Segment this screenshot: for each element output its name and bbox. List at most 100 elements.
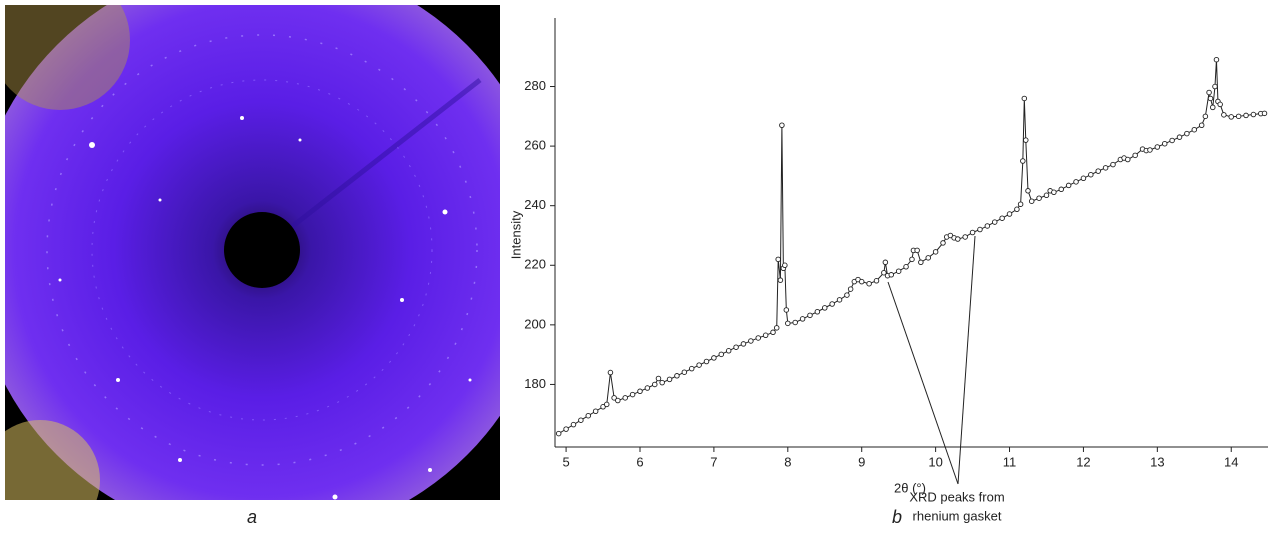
data-point (1147, 147, 1153, 153)
data-point (903, 264, 909, 270)
data-point (725, 348, 732, 354)
panel-label: a (247, 507, 257, 527)
data-point (1088, 171, 1094, 178)
data-point (1102, 165, 1109, 171)
data-point (1212, 83, 1218, 90)
data-point (1198, 122, 1205, 128)
data-point (1058, 186, 1065, 193)
data-point (847, 286, 854, 292)
data-point (836, 297, 843, 303)
data-point (755, 335, 761, 341)
y-tick-label: 280 (524, 78, 546, 93)
x-tick-label: 9 (858, 454, 865, 469)
data-point (1161, 140, 1168, 147)
data-point (622, 395, 628, 401)
data-point (1154, 144, 1161, 150)
data-point (659, 379, 665, 386)
data-point (592, 408, 599, 415)
data-point (578, 417, 584, 423)
data-point (999, 215, 1005, 221)
data-point (585, 412, 592, 419)
data-point (1235, 113, 1242, 120)
data-point (733, 344, 739, 350)
data-point (1210, 104, 1216, 111)
annotation-arrow (957, 235, 976, 485)
data-point (918, 259, 924, 266)
x-axis-label: 2θ (°) (894, 480, 926, 495)
data-point (1176, 134, 1183, 140)
data-point (932, 249, 939, 255)
data-point (1095, 168, 1101, 174)
data-point (666, 376, 673, 383)
data-point (696, 362, 702, 368)
data-point (740, 341, 747, 347)
data-point (655, 375, 662, 382)
data-point (563, 426, 569, 432)
data-point (799, 316, 806, 322)
data-point (914, 247, 920, 254)
data-point (991, 219, 998, 225)
data-point (1025, 188, 1031, 194)
y-tick-label: 240 (524, 197, 546, 212)
data-point (629, 391, 636, 398)
data-point (962, 234, 968, 240)
data-point (607, 369, 614, 376)
data-point (555, 430, 562, 437)
y-tick-label: 220 (524, 257, 546, 272)
data-point (652, 381, 658, 388)
data-point (688, 365, 695, 372)
data-point (1023, 137, 1029, 143)
y-tick-label: 260 (524, 138, 546, 153)
data-point (783, 307, 790, 313)
data-point (674, 373, 680, 379)
data-point (947, 232, 954, 239)
data-point (829, 301, 835, 307)
x-tick-label: 13 (1150, 454, 1164, 469)
data-point (1017, 201, 1024, 207)
y-tick-label: 200 (524, 316, 546, 331)
data-point (1132, 152, 1138, 159)
x-tick-label: 6 (636, 454, 643, 469)
data-point (1191, 126, 1198, 133)
data-point (940, 240, 946, 246)
data-point (777, 277, 784, 283)
data-point (807, 312, 813, 319)
data-point (1073, 179, 1079, 185)
data-point (1221, 112, 1227, 118)
data-point (1021, 95, 1028, 102)
data-point (969, 229, 976, 236)
data-point (1065, 182, 1072, 189)
data-point (775, 256, 781, 263)
data-point (895, 268, 902, 274)
data-point (1217, 101, 1223, 108)
data-point (770, 329, 776, 336)
data-point (1014, 206, 1020, 213)
data-point (792, 319, 798, 326)
annotation: rhenium gasket (913, 508, 1002, 523)
annotation-arrow (887, 281, 959, 485)
data-point (1261, 110, 1268, 117)
data-point (881, 269, 887, 276)
panel-label: b (892, 507, 902, 527)
data-point (1006, 211, 1013, 217)
data-point (773, 325, 780, 331)
diffraction-image (5, 5, 500, 500)
data-point (866, 280, 872, 287)
x-tick-label: 10 (928, 454, 942, 469)
data-point (1020, 158, 1026, 164)
data-point (1169, 137, 1175, 144)
data-point (1213, 56, 1220, 63)
data-point (637, 388, 643, 395)
data-point (814, 308, 821, 315)
data-point (1207, 95, 1214, 102)
data-point (1202, 113, 1209, 120)
data-point (984, 223, 991, 229)
data-point (644, 385, 651, 391)
x-tick-label: 12 (1076, 454, 1090, 469)
data-point (1036, 195, 1042, 201)
data-point (570, 421, 577, 428)
x-tick-label: 11 (1003, 454, 1017, 469)
data-point (718, 351, 725, 358)
data-point (1051, 189, 1057, 196)
